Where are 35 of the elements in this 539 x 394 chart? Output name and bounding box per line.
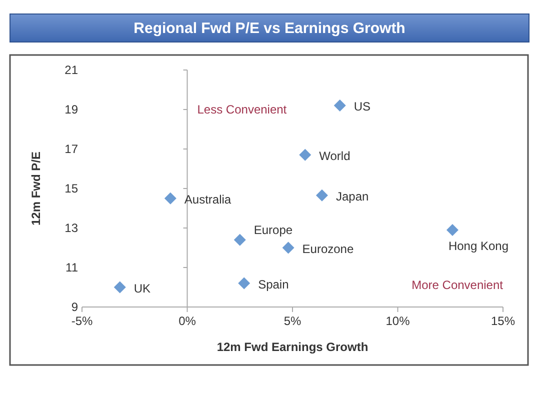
point: [114, 281, 126, 294]
annotation: Less Convenient: [197, 102, 288, 116]
y-tick-label: 15: [64, 182, 78, 196]
x-tick-label: 15%: [490, 314, 516, 328]
x-tick-label: 0%: [178, 314, 196, 328]
point: [299, 148, 312, 161]
point: [234, 234, 246, 246]
x-tick-label: -5%: [71, 314, 93, 328]
point: [446, 224, 458, 236]
series-label: Spain: [258, 277, 289, 292]
point: [164, 192, 176, 204]
x-axis-title: 12m Fwd Earnings Growth: [216, 340, 368, 354]
point: [334, 100, 346, 112]
y-axis-title: 12m Fwd P/E: [29, 151, 43, 226]
series-label: Australia: [184, 192, 232, 206]
series-label: Japan: [336, 189, 369, 204]
series-label: Europe: [254, 222, 293, 237]
y-tick-label: 9: [71, 300, 78, 314]
series-label: Hong Kong: [448, 238, 509, 253]
series-label: US: [354, 100, 371, 114]
series-label: World: [319, 148, 350, 163]
point: [282, 242, 294, 254]
annotation: More Convenient: [412, 278, 504, 292]
y-tick-label: 11: [66, 260, 78, 274]
x-tick-label: 10%: [386, 314, 410, 328]
chart-title: Regional Fwd P/E vs Earnings Growth: [134, 20, 406, 37]
x-tick-label: 5%: [284, 314, 302, 328]
point: [238, 277, 250, 290]
y-tick-label: 21: [64, 63, 78, 77]
y-tick-label: 17: [64, 142, 78, 156]
point: [316, 189, 328, 202]
y-tick-label: 13: [64, 221, 78, 235]
series-label: UK: [134, 281, 151, 296]
y-tick-label: 19: [64, 102, 78, 116]
series-label: Eurozone: [302, 242, 354, 256]
